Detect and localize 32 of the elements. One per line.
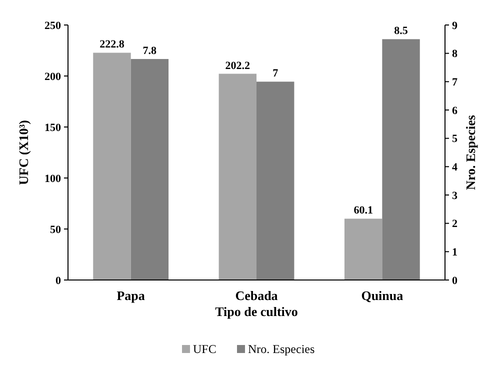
bar [382,39,420,280]
x-tick-label: Papa [116,288,146,303]
y2-tick-label: 1 [452,246,458,259]
y-tick-label: 100 [44,172,62,185]
bar [344,218,382,280]
y2-tick-label: 2 [452,218,458,230]
data-label: 7.8 [142,45,158,57]
y2-tick-label: 8 [452,48,458,60]
y2-axis-title: Nro. Especies [463,115,478,190]
data-label: 202.2 [225,60,251,72]
data-label: 222.8 [100,38,125,51]
data-label: 60.1 [354,204,373,217]
x-tick-label: Quinua [361,288,404,303]
y2-tick-label: 0 [452,274,458,287]
y2-tick-label: 6 [452,104,458,117]
y2-tick-label: 5 [452,133,458,146]
data-label: 8.5 [394,25,408,38]
x-tick-label: Cebada [235,288,278,303]
y-tick-label: 250 [44,20,62,32]
y2-tick-label: 3 [452,190,458,202]
x-axis-title: Tipo de cultivo [215,304,298,319]
y2-tick-label: 9 [452,20,458,32]
y2-tick-label: 7 [452,76,458,89]
y-tick-label: 150 [44,122,62,134]
y-axis-title: UFC (X10³) [16,120,31,185]
legend-label: Nro. Especies [248,342,315,356]
data-label: 7 [272,68,279,80]
y-tick-label: 200 [44,70,62,83]
legend-label: UFC [193,342,216,356]
y-tick-label: 50 [50,224,62,236]
y2-tick-label: 4 [452,162,458,174]
y-tick-label: 0 [56,274,62,287]
